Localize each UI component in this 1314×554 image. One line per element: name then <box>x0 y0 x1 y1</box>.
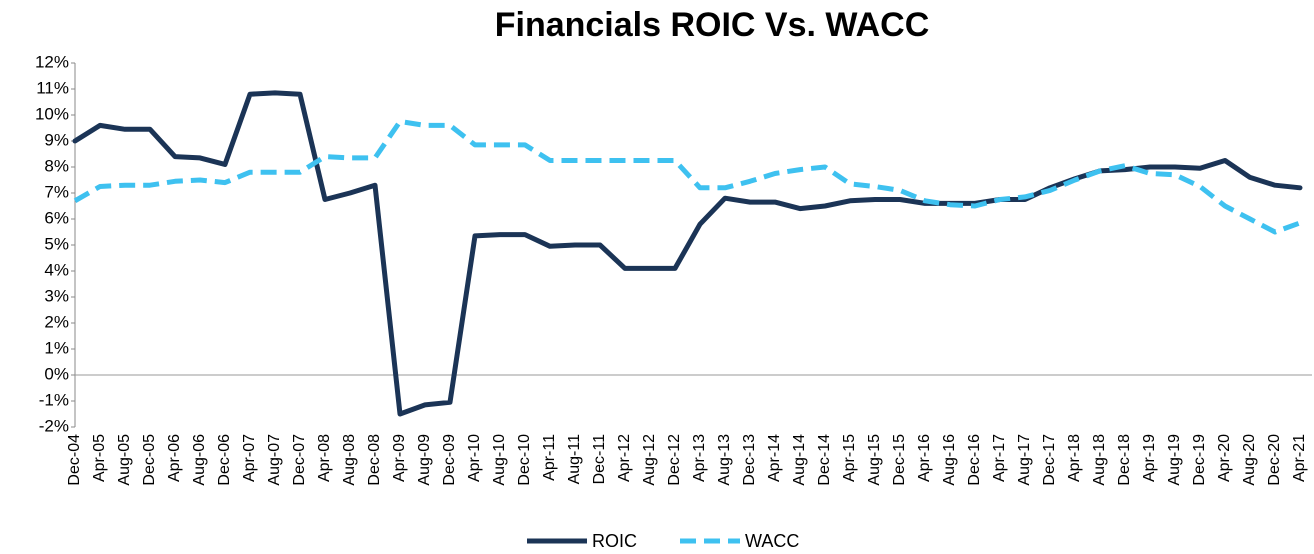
x-tick-label: Aug-14 <box>791 434 808 486</box>
x-tick-label: Dec-15 <box>891 434 908 486</box>
chart-title: Financials ROIC Vs. WACC <box>495 6 930 44</box>
legend-label: ROIC <box>592 531 637 551</box>
y-tick-label: -2% <box>39 416 69 435</box>
x-tick-label: Apr-19 <box>1141 434 1158 482</box>
x-tick-label: Aug-20 <box>1241 434 1258 486</box>
x-tick-label: Aug-17 <box>1016 434 1033 486</box>
x-tick-label: Apr-16 <box>916 434 933 482</box>
x-tick-label: Dec-13 <box>741 434 758 486</box>
x-tick-label: Apr-08 <box>316 434 333 482</box>
x-tick-label: Dec-11 <box>591 434 608 484</box>
data-line <box>73 119 1301 235</box>
x-tick-label: Dec-09 <box>441 434 458 486</box>
x-tick-label: Aug-12 <box>641 434 658 486</box>
x-tick-label: Apr-20 <box>1216 434 1233 482</box>
x-tick-label: Aug-05 <box>116 434 133 486</box>
x-tick-label: Dec-10 <box>516 434 533 486</box>
y-tick-label: 11% <box>36 78 69 97</box>
x-tick-label: Aug-06 <box>191 434 208 486</box>
x-tick-label: Apr-13 <box>691 434 708 482</box>
x-tick-label: Dec-18 <box>1116 434 1133 486</box>
x-tick-label: Apr-17 <box>991 434 1008 482</box>
y-tick-label: 6% <box>44 208 69 227</box>
data-line <box>72 90 1303 417</box>
x-tick-label: Dec-07 <box>291 434 308 486</box>
x-tick-label: Dec-16 <box>966 434 983 486</box>
x-tick-label: Dec-08 <box>366 434 383 486</box>
y-tick-label: 8% <box>44 156 69 175</box>
x-tick-label: Apr-05 <box>91 434 108 482</box>
x-tick-label: Aug-16 <box>941 434 958 486</box>
x-tick-label: Aug-18 <box>1091 434 1108 486</box>
y-tick-label: 7% <box>44 182 69 201</box>
x-tick-label: Aug-13 <box>716 434 733 486</box>
y-tick-label: 9% <box>44 130 69 149</box>
x-tick-label: Apr-14 <box>766 434 783 482</box>
x-tick-label: Aug-08 <box>341 434 358 486</box>
y-tick-label: 2% <box>44 312 69 331</box>
x-tick-label: Apr-12 <box>616 434 633 482</box>
x-tick-label: Aug-19 <box>1166 434 1183 486</box>
x-tick-label: Dec-04 <box>66 434 83 486</box>
y-tick-label: 10% <box>35 104 69 123</box>
x-tick-label: Aug-10 <box>491 434 508 486</box>
x-tick-label: Dec-05 <box>141 434 158 486</box>
x-tick-label: Apr-06 <box>166 434 183 482</box>
y-tick-label: 3% <box>44 286 69 305</box>
x-tick-label: Apr-10 <box>466 434 483 482</box>
x-tick-label: Aug-09 <box>416 434 433 486</box>
x-tick-label: Dec-19 <box>1191 434 1208 486</box>
x-tick-label: Aug-07 <box>266 434 283 486</box>
x-tick-label: Apr-18 <box>1066 434 1083 482</box>
x-tick-label: Aug-11 <box>566 434 583 485</box>
x-tick-label: Apr-21 <box>1291 434 1308 482</box>
legend-label: WACC <box>745 531 799 551</box>
x-tick-label: Apr-11 <box>541 434 558 481</box>
x-tick-label: Apr-15 <box>841 434 858 482</box>
x-tick-label: Dec-20 <box>1266 434 1283 486</box>
y-tick-label: 4% <box>44 260 69 279</box>
y-tick-label: 0% <box>44 364 69 383</box>
x-tick-label: Apr-09 <box>391 434 408 482</box>
x-tick-label: Aug-15 <box>866 434 883 486</box>
x-tick-label: Dec-12 <box>666 434 683 486</box>
x-tick-label: Dec-17 <box>1041 434 1058 486</box>
x-tick-label: Dec-14 <box>816 434 833 486</box>
x-tick-label: Dec-06 <box>216 434 233 486</box>
x-tick-label: Apr-07 <box>241 434 258 482</box>
y-tick-label: 5% <box>44 234 69 253</box>
y-tick-label: 12% <box>35 52 69 71</box>
y-tick-label: -1% <box>39 390 69 409</box>
y-tick-label: 1% <box>44 338 69 357</box>
